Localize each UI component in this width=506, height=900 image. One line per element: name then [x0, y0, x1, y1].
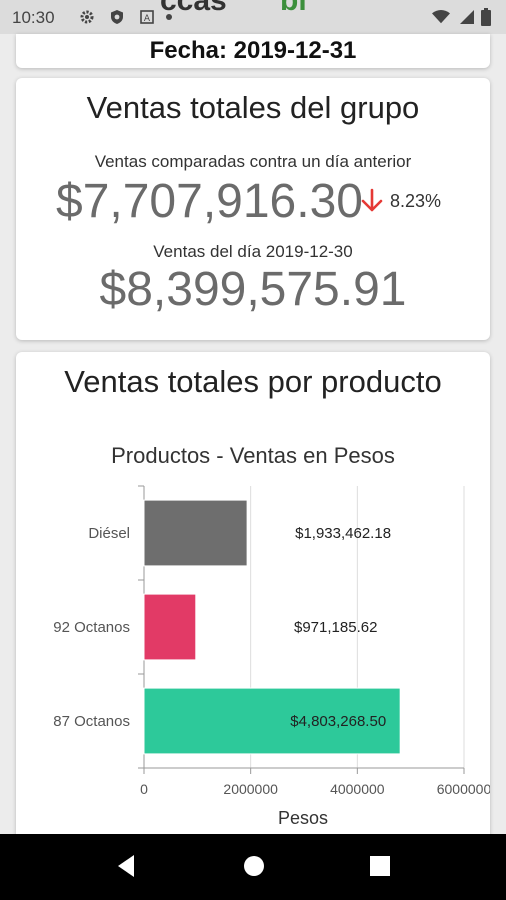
navigation-bar — [0, 834, 506, 900]
chart-category-labels: Diésel 92 Octanos 87 Octanos — [53, 525, 130, 730]
category-label: Diésel — [88, 525, 130, 542]
bar-1 — [143, 499, 248, 567]
chart-x-ticks: 0 2000000 4000000 6000000 — [140, 781, 490, 797]
signal-icon — [458, 8, 476, 26]
x-tick-label: 4000000 — [330, 781, 385, 797]
svg-text:A: A — [144, 14, 151, 24]
arrow-down-icon — [361, 188, 383, 219]
svg-text:ccas: ccas — [160, 0, 227, 17]
previous-sales-amount: $8,399,575.91 — [99, 263, 407, 316]
change-percentage: 8.23% — [390, 191, 442, 211]
svg-text:bi: bi — [280, 0, 307, 17]
x-tick-label: 6000000 — [437, 781, 490, 797]
product-sales-chart: Productos - Ventas en Pesos Diésel 92 Oct… — [53, 443, 490, 828]
product-sales-title: Ventas totales por producto — [64, 364, 442, 399]
status-bar: 10:30 A ccas bi — [0, 0, 506, 34]
bar-3 — [143, 687, 401, 755]
shield-icon — [108, 8, 126, 26]
gear-icon — [78, 8, 96, 26]
app-icon: A — [138, 8, 156, 26]
x-axis-label: Pesos — [278, 808, 328, 828]
group-sales-title: Ventas totales del grupo — [86, 90, 420, 125]
value-label: $1,933,462.18 — [295, 525, 391, 542]
x-tick-label: 0 — [140, 781, 148, 797]
wifi-icon — [432, 8, 450, 26]
bar-2 — [143, 593, 197, 661]
battery-icon — [480, 8, 492, 26]
chart-bars — [143, 499, 401, 755]
x-tick-label: 2000000 — [223, 781, 278, 797]
category-label: 87 Octanos — [53, 713, 130, 730]
product-sales-card: Ventas totales por producto — [16, 352, 490, 852]
value-label: $4,803,268.50 — [290, 713, 386, 730]
recents-icon[interactable] — [368, 853, 392, 884]
back-icon[interactable] — [114, 853, 138, 884]
value-label: $971,185.62 — [294, 619, 377, 636]
app-logo: ccas bi — [160, 0, 310, 18]
chart-value-labels: $1,933,462.18 $971,185.62 $4,803,268.50 — [290, 525, 391, 730]
previous-day-label: Ventas del día 2019-12-30 — [153, 242, 353, 261]
group-sales-card: Ventas totales del grupo Ventas comparad… — [16, 78, 490, 340]
status-time: 10:30 — [12, 8, 55, 27]
date-card: Fecha: 2019-12-31 — [16, 34, 490, 68]
compare-label: Ventas comparadas contra un día anterior — [94, 152, 412, 171]
notification-icon — [160, 8, 178, 26]
current-sales-amount: $7,707,916.30 — [56, 175, 363, 228]
category-label: 92 Octanos — [53, 619, 130, 636]
home-icon[interactable] — [242, 853, 266, 884]
date-label: Fecha: 2019-12-31 — [149, 37, 357, 64]
chart-title: Productos - Ventas en Pesos — [111, 443, 395, 468]
